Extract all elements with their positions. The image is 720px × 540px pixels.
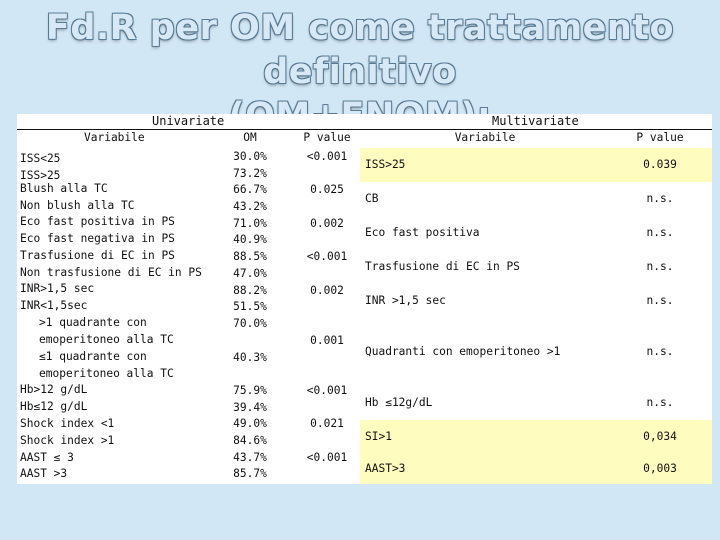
multivariate-pvalue: 0,034 [643, 430, 677, 443]
multivariate-row-highlight [360, 420, 712, 454]
univariate-om-value: 49.0% [233, 417, 267, 430]
univariate-variable: INR<1,5sec [20, 299, 88, 312]
univariate-om-value: 66.7% [233, 183, 267, 196]
univariate-pvalue: <0.001 [306, 250, 348, 263]
univariate-variable: Non trasfusione di EC in PS [20, 266, 202, 279]
multivariate-row-highlight [360, 454, 712, 484]
univariate-pvalue: 0.001 [310, 334, 344, 347]
univariate-variable: ISS>25 [20, 169, 61, 182]
univariate-om-value: 75.9% [233, 384, 267, 397]
univariate-om-value: 71.0% [233, 217, 267, 230]
univariate-om-value: 30.0% [233, 150, 267, 163]
univariate-om-value: 85.7% [233, 467, 267, 480]
univariate-pvalue: 0.025 [310, 183, 344, 196]
univariate-om-value: 88.2% [233, 284, 267, 297]
multivariate-variable: Quadranti con emoperitoneo >1 [365, 345, 561, 358]
multivariate-variable: ISS>25 [365, 158, 406, 171]
multivariate-pvalue: n.s. [646, 260, 674, 273]
univariate-pvalue: 0.021 [310, 417, 344, 430]
univariate-header-divider [17, 129, 360, 130]
univariate-variable: >1 quadrante con [39, 316, 147, 329]
multivariate-pvalue: n.s. [646, 345, 674, 358]
univariate-pvalue: <0.001 [306, 150, 348, 163]
multivariate-pvalue: 0.039 [643, 158, 677, 171]
univariate-variable: emoperitoneo alla TC [39, 367, 174, 380]
univariate-om-value: 47.0% [233, 267, 267, 280]
univariate-variable: AAST ≤ 3 [20, 451, 74, 464]
multivariate-header-pvalue: P value [636, 131, 684, 144]
univariate-variable: AAST >3 [20, 467, 68, 480]
univariate-om-value: 73.2% [233, 167, 267, 180]
univariate-om-value: 84.6% [233, 434, 267, 447]
univariate-pvalue: 0.002 [310, 217, 344, 230]
univariate-variable: Hb≤12 g/dL [20, 400, 88, 413]
multivariate-variable: Trasfusione di EC in PS [365, 260, 520, 273]
univariate-om-value: 88.5% [233, 250, 267, 263]
multivariate-pvalue: n.s. [646, 226, 674, 239]
multivariate-variable: Eco fast positiva [365, 226, 480, 239]
univariate-variable: Hb>12 g/dL [20, 383, 88, 396]
univariate-variable: Shock index <1 [20, 417, 115, 430]
univariate-header-pvalue: P value [303, 131, 351, 144]
univariate-variable: Non blush alla TC [20, 199, 135, 212]
univariate-om-value: 39.4% [233, 401, 267, 414]
multivariate-row-highlight [360, 148, 712, 182]
univariate-section-label: Univariate [152, 114, 225, 128]
univariate-pvalue: 0.002 [310, 284, 344, 297]
multivariate-header-divider [360, 129, 712, 130]
univariate-variable: Blush alla TC [20, 182, 108, 195]
univariate-pvalue: <0.001 [306, 384, 348, 397]
univariate-variable: emoperitoneo alla TC [39, 333, 174, 346]
univariate-header-om: OM [243, 131, 257, 144]
multivariate-variable: CB [365, 192, 379, 205]
slide-title-line-1: Fd.R per OM come trattamento definitivo [45, 8, 675, 92]
multivariate-variable: SI>1 [365, 430, 392, 443]
multivariate-variable: Hb ≤12g/dL [365, 396, 433, 409]
univariate-variable: ISS<25 [20, 152, 61, 165]
multivariate-pvalue: n.s. [646, 396, 674, 409]
multivariate-variable: INR >1,5 sec [365, 294, 446, 307]
multivariate-panel: Multivariate Variabile P value ISS>25 0.0… [360, 114, 712, 484]
multivariate-pvalue: 0,003 [643, 462, 677, 475]
univariate-variable: Trasfusione di EC in PS [20, 249, 175, 262]
multivariate-pvalue: n.s. [646, 192, 674, 205]
univariate-variable: Shock index >1 [20, 434, 115, 447]
univariate-om-value: 43.7% [233, 451, 267, 464]
multivariate-header-variable: Variabile [454, 131, 516, 144]
univariate-om-value: 40.9% [233, 233, 267, 246]
multivariate-pvalue: n.s. [646, 294, 674, 307]
univariate-variable: Eco fast positiva in PS [20, 215, 175, 228]
univariate-variable: Eco fast negativa in PS [20, 232, 175, 245]
univariate-om-value: 51.5% [233, 300, 267, 313]
univariate-header-variable: Variabile [84, 131, 145, 144]
multivariate-section-label: Multivariate [492, 114, 579, 128]
univariate-om-value: 70.0% [233, 317, 267, 330]
univariate-variable: INR>1,5 sec [20, 282, 95, 295]
multivariate-variable: AAST>3 [365, 462, 406, 475]
univariate-panel: Univariate Variabile OM P value ISS<25 IS… [17, 114, 360, 484]
univariate-om-value: 43.2% [233, 200, 267, 213]
univariate-om-value: 40.3% [233, 351, 267, 364]
univariate-variable: ≤1 quadrante con [39, 350, 147, 363]
univariate-pvalue: <0.001 [306, 451, 348, 464]
